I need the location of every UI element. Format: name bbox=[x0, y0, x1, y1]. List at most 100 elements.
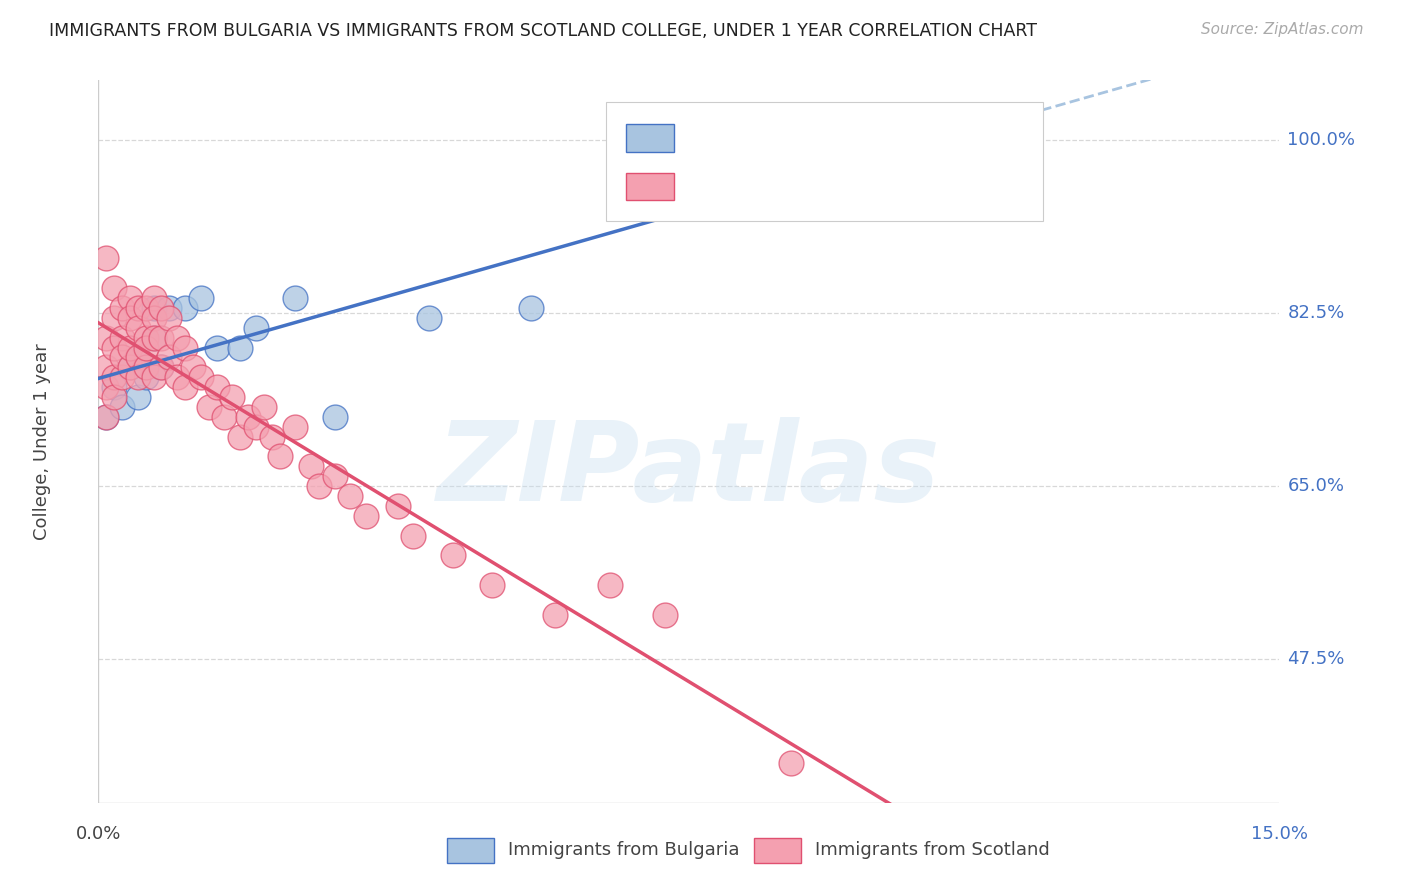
Point bbox=[308, 479, 330, 493]
Point bbox=[299, 459, 322, 474]
Point bbox=[142, 370, 165, 384]
Point bbox=[96, 252, 118, 266]
Point bbox=[205, 341, 228, 355]
Point bbox=[135, 341, 157, 355]
Point bbox=[127, 301, 149, 315]
Point bbox=[142, 330, 165, 344]
Point bbox=[103, 310, 125, 325]
Point bbox=[245, 419, 267, 434]
Point bbox=[103, 380, 125, 394]
Point bbox=[214, 409, 236, 424]
Point bbox=[111, 351, 134, 365]
Point bbox=[190, 291, 212, 305]
Text: N =: N = bbox=[868, 177, 911, 196]
Text: R =: R = bbox=[692, 128, 734, 147]
Point bbox=[142, 330, 165, 344]
Point bbox=[229, 429, 252, 443]
Point bbox=[118, 341, 141, 355]
Text: Immigrants from Scotland: Immigrants from Scotland bbox=[815, 841, 1050, 859]
Point bbox=[654, 607, 676, 622]
Text: 65.0%: 65.0% bbox=[1288, 477, 1344, 495]
Point bbox=[96, 360, 118, 375]
Point bbox=[118, 360, 141, 375]
Point bbox=[481, 578, 503, 592]
Text: 15.0%: 15.0% bbox=[1251, 824, 1308, 843]
Point bbox=[127, 351, 149, 365]
Point bbox=[174, 301, 197, 315]
Text: 47.5%: 47.5% bbox=[1288, 650, 1344, 668]
FancyBboxPatch shape bbox=[754, 838, 801, 863]
Point bbox=[127, 370, 149, 384]
Point bbox=[323, 469, 346, 483]
Text: Immigrants from Bulgaria: Immigrants from Bulgaria bbox=[508, 841, 740, 859]
Point bbox=[103, 390, 125, 404]
Point bbox=[111, 400, 134, 414]
Text: -0.195: -0.195 bbox=[748, 177, 817, 196]
Point bbox=[245, 320, 267, 334]
Point bbox=[118, 310, 141, 325]
Point bbox=[174, 380, 197, 394]
FancyBboxPatch shape bbox=[447, 838, 494, 863]
Text: 0.0%: 0.0% bbox=[76, 824, 121, 843]
Point bbox=[402, 528, 425, 542]
Text: 82.5%: 82.5% bbox=[1288, 304, 1344, 322]
Point bbox=[96, 409, 118, 424]
Point bbox=[127, 390, 149, 404]
Point bbox=[260, 429, 283, 443]
Text: 0.287: 0.287 bbox=[748, 128, 810, 147]
FancyBboxPatch shape bbox=[626, 124, 673, 152]
Text: College, Under 1 year: College, Under 1 year bbox=[32, 343, 51, 540]
Point bbox=[142, 310, 165, 325]
Point bbox=[150, 360, 173, 375]
Point bbox=[236, 409, 259, 424]
Point bbox=[135, 330, 157, 344]
Point bbox=[418, 310, 440, 325]
Point bbox=[103, 370, 125, 384]
Text: Source: ZipAtlas.com: Source: ZipAtlas.com bbox=[1201, 22, 1364, 37]
Text: N =: N = bbox=[868, 128, 911, 147]
Point bbox=[174, 341, 197, 355]
Point bbox=[96, 409, 118, 424]
Point bbox=[269, 450, 291, 464]
Point bbox=[166, 370, 188, 384]
Point bbox=[150, 330, 173, 344]
Text: 65: 65 bbox=[924, 177, 952, 196]
Point bbox=[142, 301, 165, 315]
Point bbox=[229, 341, 252, 355]
Point bbox=[599, 578, 621, 592]
Point bbox=[780, 756, 803, 771]
Point bbox=[150, 301, 173, 315]
Text: 21: 21 bbox=[924, 128, 952, 147]
Point bbox=[354, 508, 377, 523]
Point bbox=[662, 137, 685, 152]
Point bbox=[96, 330, 118, 344]
Point bbox=[157, 310, 180, 325]
FancyBboxPatch shape bbox=[626, 173, 673, 200]
Point bbox=[127, 351, 149, 365]
Text: R =: R = bbox=[692, 177, 734, 196]
Text: ZIPatlas: ZIPatlas bbox=[437, 417, 941, 524]
Point bbox=[166, 330, 188, 344]
Point bbox=[441, 549, 464, 563]
Point bbox=[150, 360, 173, 375]
Point bbox=[181, 360, 204, 375]
Point bbox=[96, 380, 118, 394]
Point bbox=[135, 370, 157, 384]
Point bbox=[135, 360, 157, 375]
Point bbox=[284, 419, 307, 434]
Point bbox=[387, 499, 409, 513]
Point bbox=[157, 351, 180, 365]
Point bbox=[253, 400, 276, 414]
Text: IMMIGRANTS FROM BULGARIA VS IMMIGRANTS FROM SCOTLAND COLLEGE, UNDER 1 YEAR CORRE: IMMIGRANTS FROM BULGARIA VS IMMIGRANTS F… bbox=[49, 22, 1038, 40]
FancyBboxPatch shape bbox=[606, 102, 1043, 221]
Text: 100.0%: 100.0% bbox=[1288, 130, 1355, 149]
Point bbox=[127, 320, 149, 334]
Point bbox=[221, 390, 243, 404]
Point bbox=[520, 301, 543, 315]
Point bbox=[157, 301, 180, 315]
Point bbox=[544, 607, 567, 622]
Point bbox=[339, 489, 361, 503]
Point bbox=[118, 360, 141, 375]
Point bbox=[323, 409, 346, 424]
Point bbox=[103, 281, 125, 295]
